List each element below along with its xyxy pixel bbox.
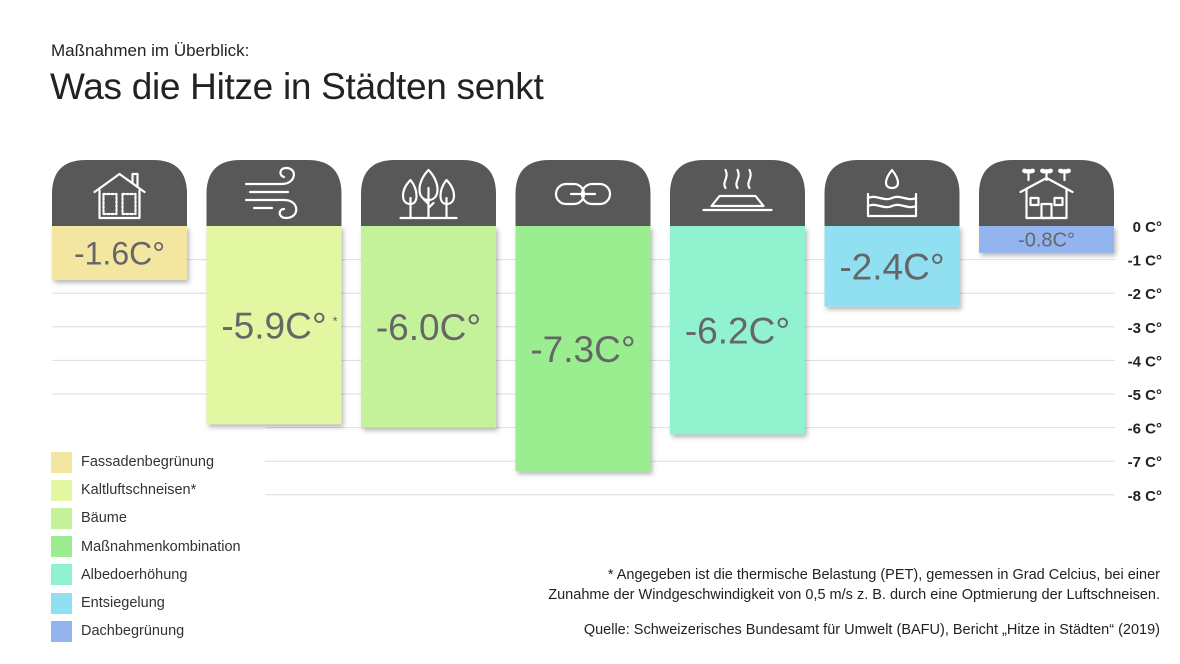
legend-item: Kaltluftschneisen* — [51, 476, 241, 504]
legend-label: Albedoerhöhung — [81, 566, 188, 583]
chart-subtitle: Maßnahmen im Überblick: — [51, 41, 250, 60]
bar-group: -6.0C° — [361, 160, 496, 428]
value-label: -5.9C° — [221, 305, 326, 346]
source-note: Quelle: Schweizerisches Bundesamt für Um… — [583, 622, 1160, 638]
legend-swatch — [51, 507, 72, 529]
bar-group: -5.9C° * — [206, 160, 342, 425]
legend-swatch — [51, 620, 72, 642]
y-tick-label: 0 C° — [1133, 219, 1162, 236]
bar — [824, 226, 960, 307]
bar — [206, 226, 342, 425]
legend-swatch — [51, 536, 72, 558]
legend-label: Maßnahmenkombination — [81, 538, 241, 555]
legend-item: Entsiegelung — [51, 589, 241, 617]
legend-item: Bäume — [51, 504, 241, 532]
y-tick-label: -5 C° — [1128, 387, 1162, 404]
footnote-line: * Angegeben ist die thermische Belastung… — [607, 567, 1160, 583]
value-label: -6.0C° — [376, 307, 481, 348]
bar — [515, 226, 651, 472]
y-tick-label: -3 C° — [1128, 320, 1162, 337]
value-label: -7.3C° — [530, 329, 635, 370]
bar-group: -2.4C° — [824, 160, 960, 307]
heat-surface-icon — [702, 168, 773, 212]
value-label: -2.4C° — [839, 247, 944, 288]
bar — [670, 226, 805, 435]
legend-swatch — [51, 592, 72, 614]
value-label: -1.6C° — [74, 235, 165, 271]
legend-label: Bäume — [81, 510, 127, 527]
legend-swatch — [51, 564, 72, 586]
bar-group: -6.2C° — [670, 160, 805, 435]
legend: Fassadenbegrünung Kaltluftschneisen* Bäu… — [51, 448, 241, 645]
y-axis-ticks: 0 C° -1 C° -2 C° -3 C° -4 C° -5 C° -6 C° -7 C° -… — [1128, 219, 1162, 505]
bar — [52, 226, 187, 280]
legend-label: Fassadenbegrünung — [81, 454, 215, 471]
legend-label: Dachbegrünung — [81, 623, 185, 640]
wind-icon — [244, 166, 298, 220]
bar-group: -7.3C° — [515, 160, 651, 472]
chart-title: Was die Hitze in Städten senkt — [50, 66, 544, 107]
bar — [361, 226, 496, 428]
y-tick-label: -1 C° — [1128, 253, 1162, 270]
trees-icon — [399, 168, 458, 220]
y-tick-label: -8 C° — [1128, 488, 1162, 505]
green-roof-house-icon — [1019, 168, 1074, 220]
legend-label: Entsiegelung — [81, 595, 165, 612]
house-facade-icon — [93, 172, 146, 220]
y-tick-label: -7 C° — [1128, 454, 1162, 471]
y-tick-label: -6 C° — [1128, 421, 1162, 438]
legend-item: Fassadenbegrünung — [51, 448, 241, 476]
legend-item: Dachbegrünung — [51, 617, 241, 645]
legend-swatch — [51, 451, 72, 473]
bar-header — [824, 160, 960, 226]
bar-group: -0.8C° — [979, 160, 1114, 253]
y-tick-label: -4 C° — [1128, 353, 1162, 370]
bars: -1.6C° -5.9C° * -6.0C° -7.3C° -6.2C° -2.4C° -0.… — [52, 160, 1114, 472]
value-footnote-mark: * — [332, 313, 337, 328]
legend-swatch — [51, 479, 72, 501]
bar-header — [52, 160, 187, 226]
bar-header — [979, 160, 1114, 226]
value-label: -6.2C° — [685, 310, 790, 351]
value-label: -0.8C° — [1018, 230, 1075, 252]
y-tick-label: -2 C° — [1128, 286, 1162, 303]
footnote: * Angegeben ist die thermische Belastung… — [460, 565, 1160, 605]
link-icon — [554, 182, 612, 206]
water-drop-icon — [866, 168, 918, 218]
legend-item: Albedoerhöhung — [51, 561, 241, 589]
bar-group: -1.6C° — [52, 160, 187, 280]
footnote-line: Zunahme der Windgeschwindigkeit von 0,5 … — [548, 587, 1160, 603]
bar — [979, 226, 1114, 253]
legend-label: Kaltluftschneisen* — [81, 482, 197, 499]
legend-item: Maßnahmenkombination — [51, 533, 241, 561]
